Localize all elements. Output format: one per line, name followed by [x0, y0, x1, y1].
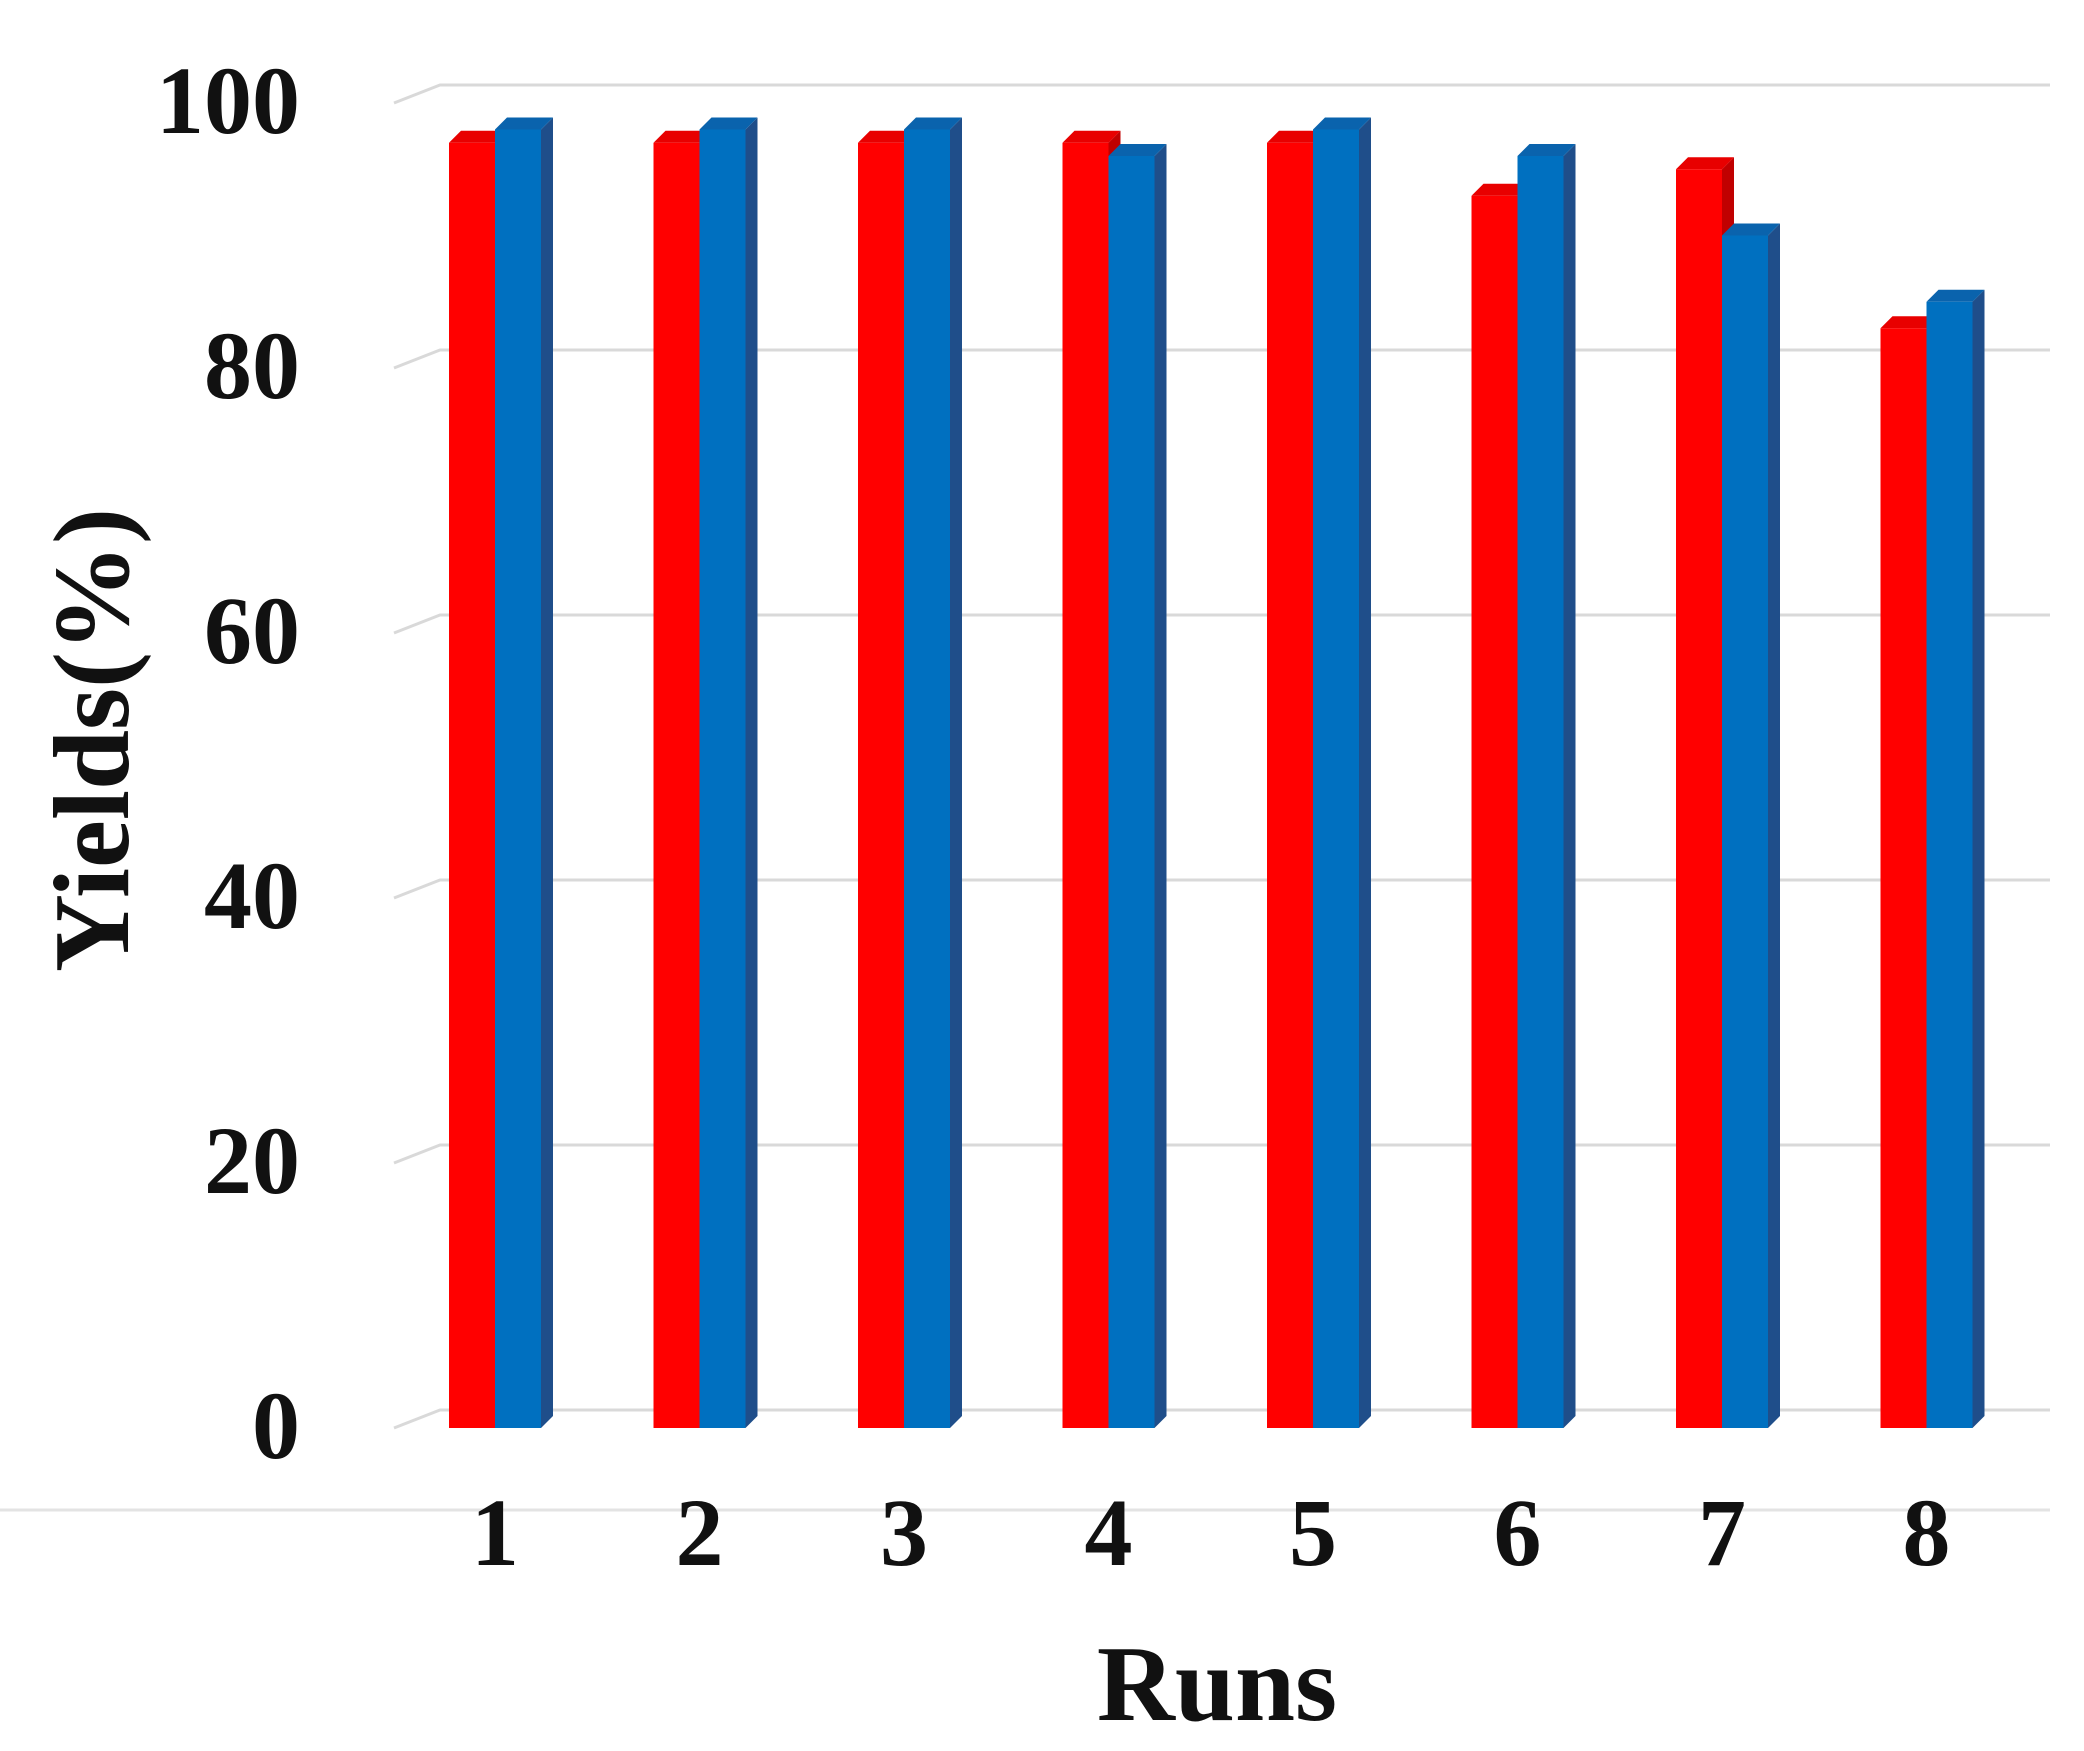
y-tick-label: 20 [204, 1107, 300, 1214]
bar [1313, 129, 1359, 1428]
bar [1517, 156, 1564, 1428]
y-axis-title: Yields(%) [33, 508, 152, 972]
bar [858, 142, 904, 1428]
bar-top [449, 130, 507, 143]
bar-side [745, 117, 758, 1428]
bars [449, 117, 1985, 1428]
bar-top [699, 117, 758, 130]
bar [653, 142, 700, 1428]
y-tick-label: 40 [204, 842, 300, 949]
gridline [393, 1143, 2050, 1165]
x-tick-labels: 1 2 3 4 5 6 7 8 [471, 1479, 1951, 1586]
x-tick-label: 4 [1085, 1479, 1133, 1586]
x-tick-label: 5 [1289, 1479, 1337, 1586]
gridline [393, 1408, 2050, 1430]
bar [449, 142, 495, 1428]
bar [699, 129, 746, 1428]
y-tick-label: 100 [156, 47, 300, 154]
bar-side [1359, 117, 1371, 1428]
bar-top [653, 130, 712, 143]
gridline [393, 613, 2050, 635]
bar [1926, 301, 1973, 1428]
gridline [393, 878, 2050, 900]
y-tick-label: 0 [252, 1372, 300, 1479]
bar [904, 129, 950, 1428]
x-tick-label: 1 [471, 1479, 519, 1586]
bar [1062, 142, 1109, 1428]
bar [1108, 156, 1155, 1428]
gridline [393, 83, 2050, 105]
x-axis-title: Runs [1097, 1625, 1337, 1744]
bar-top [1108, 144, 1167, 156]
bar-top [904, 117, 962, 130]
bar [1267, 142, 1313, 1428]
bar [1880, 328, 1927, 1428]
bar-top [1880, 316, 1939, 329]
y-tick-label: 80 [204, 312, 300, 419]
y-tick-labels: 0 20 40 60 80 100 [156, 47, 300, 1479]
bar-side [950, 117, 962, 1428]
bar-side [1154, 144, 1167, 1428]
bar-top [1926, 289, 1985, 302]
gridline [393, 348, 2050, 370]
bar-top [1676, 157, 1734, 170]
bar-side [1972, 289, 1985, 1428]
x-tick-label: 8 [1903, 1479, 1951, 1586]
x-tick-label: 2 [676, 1479, 724, 1586]
gridlines [0, 83, 2050, 1512]
bar-top [495, 117, 553, 130]
y-tick-label: 60 [204, 577, 300, 684]
x-tick-label: 7 [1698, 1479, 1746, 1586]
bar [495, 129, 541, 1428]
bar-top [1267, 130, 1325, 143]
bar [1722, 235, 1768, 1428]
bar-top [858, 130, 916, 143]
bar-top [1517, 144, 1576, 156]
bar [1676, 169, 1722, 1428]
bar-side [1563, 144, 1576, 1428]
x-tick-label: 3 [880, 1479, 928, 1586]
bar-top [1722, 223, 1780, 236]
bar [1471, 195, 1518, 1428]
bar-top [1471, 183, 1530, 196]
bar-top [1062, 130, 1121, 143]
x-tick-label: 6 [1494, 1479, 1542, 1586]
bar-side [541, 117, 553, 1428]
bar-top [1313, 117, 1371, 130]
bar-side [1768, 223, 1780, 1428]
